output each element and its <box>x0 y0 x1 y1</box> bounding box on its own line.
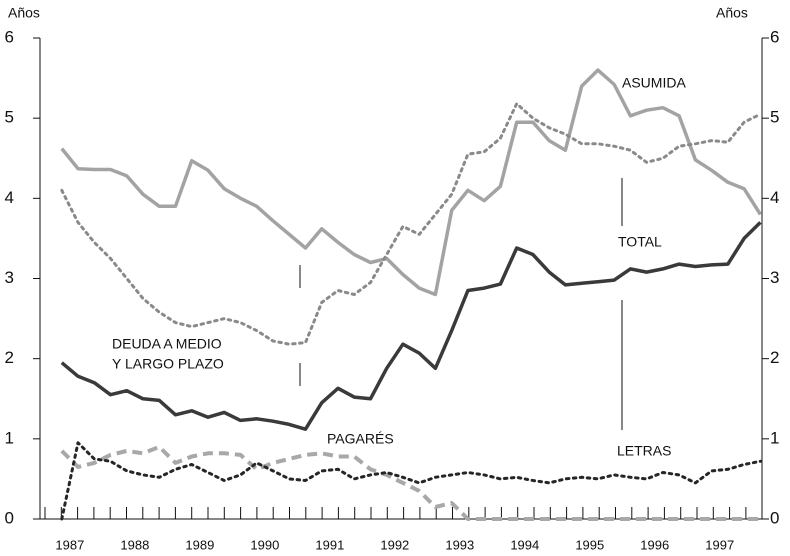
x-tick-label: 1990 <box>250 537 279 552</box>
y2-tick-label: 2 <box>770 348 779 367</box>
y2-axis-label: Años <box>716 5 748 21</box>
x-tick-label: 1993 <box>445 537 474 552</box>
series-line <box>60 444 761 521</box>
series-label: TOTAL <box>618 234 662 250</box>
y2-tick-label: 6 <box>770 27 779 46</box>
y-tick-label: 6 <box>5 27 14 46</box>
x-tick-label: 1989 <box>185 537 214 552</box>
y2-tick-label: 0 <box>770 508 779 527</box>
y-tick-label: 4 <box>5 188 14 207</box>
y-tick-label: 5 <box>5 108 14 127</box>
series-line <box>60 102 762 346</box>
x-tick-label: 1987 <box>55 537 84 552</box>
series-line <box>60 221 762 431</box>
series-label: LETRAS <box>617 443 671 459</box>
series-line <box>60 68 762 297</box>
x-tick-label: 1995 <box>575 537 604 552</box>
series-label: Y LARGO PLAZO <box>112 356 224 372</box>
y2-tick-label: 5 <box>770 108 779 127</box>
series-label: PAGARÉS <box>327 431 394 447</box>
y-axis-label: Años <box>8 5 40 21</box>
series-label: ASUMIDA <box>622 75 686 91</box>
series-line <box>60 441 762 521</box>
x-tick-label: 1997 <box>705 537 734 552</box>
x-tick-label: 1992 <box>380 537 409 552</box>
leader-lines <box>299 178 623 430</box>
series-label: DEUDA A MEDIO <box>112 336 222 352</box>
y-tick-label: 2 <box>5 348 14 367</box>
y-tick-label: 1 <box>5 428 14 447</box>
x-tick-label: 1988 <box>120 537 149 552</box>
y2-tick-label: 1 <box>770 428 779 447</box>
y-tick-label: 0 <box>5 508 14 527</box>
y2-tick-label: 4 <box>770 188 779 207</box>
y-tick-label: 3 <box>5 268 14 287</box>
x-tick-label: 1996 <box>640 537 669 552</box>
y2-tick-label: 3 <box>770 268 779 287</box>
x-tick-label: 1994 <box>510 537 539 552</box>
x-tick-label: 1991 <box>315 537 344 552</box>
